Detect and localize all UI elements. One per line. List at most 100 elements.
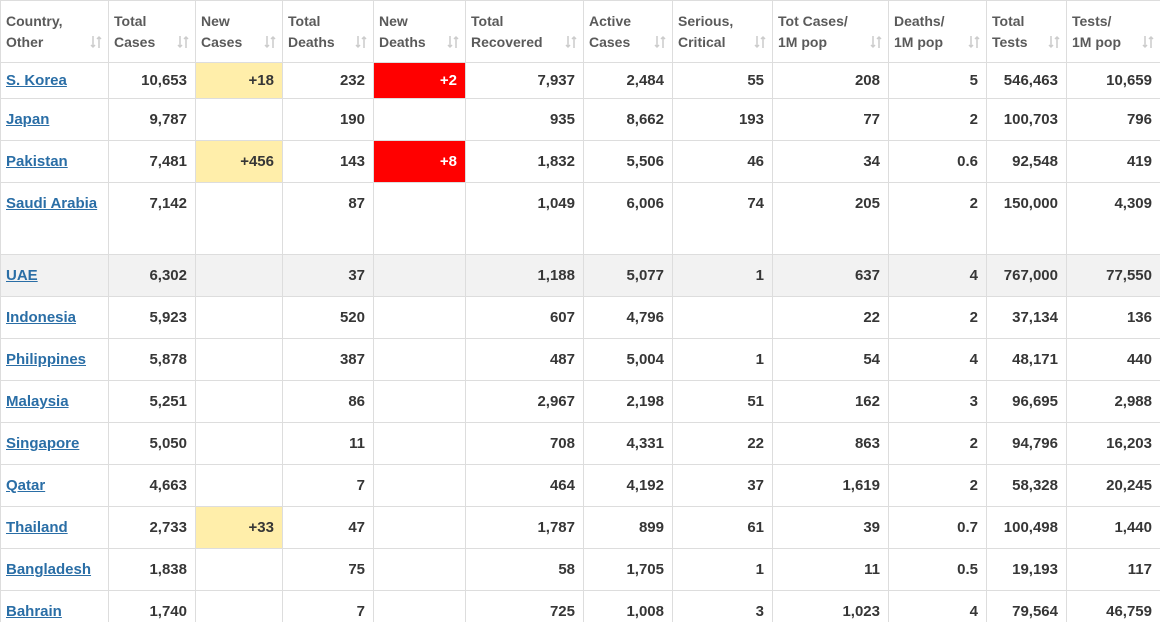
sort-icon[interactable]: [177, 35, 189, 49]
sort-icon[interactable]: [264, 35, 276, 49]
country-link[interactable]: UAE: [6, 267, 38, 284]
column-header[interactable]: Tot Cases/1M pop: [772, 0, 889, 63]
country-link[interactable]: Japan: [6, 111, 50, 128]
header-text: Tot Cases/: [778, 12, 848, 29]
country-link[interactable]: Singapore: [6, 435, 80, 452]
table-row: Malaysia 5,251 86 2,967 2,198 51 162 3 96,695 2,9…: [0, 380, 1160, 423]
table-row: Saudi Arabia 7,142 87 1,049 6,006 74 205 2 150,0…: [0, 182, 1160, 255]
cell: [672, 296, 773, 339]
cell: 0.6: [888, 140, 987, 183]
table-row: Bangladesh 1,838 75 58 1,705 1 11 0.5 19,193 117: [0, 548, 1160, 591]
header-text: New: [201, 12, 230, 29]
column-header[interactable]: Active Cases: [583, 0, 673, 63]
country-link[interactable]: Bangladesh: [6, 561, 92, 578]
header-text: Total: [471, 12, 504, 29]
cell: +18: [195, 62, 283, 99]
header-text: Tests/: [1072, 12, 1112, 29]
sort-icon[interactable]: [565, 35, 577, 49]
cell: 100,703: [986, 98, 1067, 141]
cell: 637: [772, 254, 889, 297]
cell: 419: [1066, 140, 1160, 183]
column-header[interactable]: Total Cases: [108, 0, 196, 63]
country-link[interactable]: Pakistan: [6, 153, 68, 170]
cell: 8,662: [583, 98, 673, 141]
column-header[interactable]: Total Tests: [986, 0, 1067, 63]
column-header[interactable]: Serious, Critical: [672, 0, 773, 63]
header-text: Cases: [114, 33, 156, 50]
sort-icon[interactable]: [654, 35, 666, 49]
cell: 79,564: [986, 590, 1067, 622]
cell: [373, 548, 466, 591]
country-link[interactable]: S. Korea: [6, 72, 67, 89]
cell: S. Korea: [0, 62, 109, 99]
table-row: UAE 6,302 37 1,188 5,077 1 637 4 767,000 77,550: [0, 254, 1160, 297]
cell: 3: [672, 590, 773, 622]
header-text: Deaths: [288, 33, 335, 50]
column-header[interactable]: Total Recovered: [465, 0, 584, 63]
header-text: Total: [114, 12, 147, 29]
cell: 1,188: [465, 254, 584, 297]
country-link[interactable]: Thailand: [6, 519, 68, 536]
cell: 387: [282, 338, 374, 381]
header-text: 1M pop: [778, 33, 827, 50]
cell: [195, 182, 283, 255]
country-link[interactable]: Philippines: [6, 351, 87, 368]
cell: 193: [672, 98, 773, 141]
sort-icon[interactable]: [1048, 35, 1060, 49]
header-text: 1M pop: [1072, 33, 1121, 50]
cell: 863: [772, 422, 889, 465]
cell: 796: [1066, 98, 1160, 141]
header-text: Active: [589, 12, 632, 29]
cell: 1,619: [772, 464, 889, 507]
country-link[interactable]: Saudi Arabia: [6, 195, 98, 212]
cell: 11: [282, 422, 374, 465]
cell: 75: [282, 548, 374, 591]
header-row: Country, Other Total Cases New Cases Total Deat…: [0, 0, 1160, 63]
column-header[interactable]: Deaths/1M pop: [888, 0, 987, 63]
column-header[interactable]: Total Deaths: [282, 0, 374, 63]
cell: 1,832: [465, 140, 584, 183]
cell: Philippines: [0, 338, 109, 381]
cell: 86: [282, 380, 374, 423]
cell: 150,000: [986, 182, 1067, 255]
cell: +8: [373, 140, 466, 183]
sort-icon[interactable]: [355, 35, 367, 49]
cell: 1,049: [465, 182, 584, 255]
cell: Indonesia: [0, 296, 109, 339]
sort-icon[interactable]: [754, 35, 766, 49]
cell: 2: [888, 98, 987, 141]
sort-icon[interactable]: [90, 35, 102, 49]
header-text: Cases: [201, 33, 243, 50]
header-text: Tests: [992, 33, 1028, 50]
cell: 6,302: [108, 254, 196, 297]
country-link[interactable]: Indonesia: [6, 309, 77, 326]
cell: 55: [672, 62, 773, 99]
header-text: Cases: [589, 33, 631, 50]
column-header[interactable]: New Cases: [195, 0, 283, 63]
cell: 4,663: [108, 464, 196, 507]
sort-icon[interactable]: [968, 35, 980, 49]
cell: 0.7: [888, 506, 987, 549]
cell: 19,193: [986, 548, 1067, 591]
sort-icon[interactable]: [870, 35, 882, 49]
cell: 61: [672, 506, 773, 549]
cell: 77: [772, 98, 889, 141]
cell: 3: [888, 380, 987, 423]
cell: 487: [465, 338, 584, 381]
cell: 54: [772, 338, 889, 381]
cell: 46: [672, 140, 773, 183]
country-link[interactable]: Qatar: [6, 477, 46, 494]
cell: 205: [772, 182, 889, 255]
column-header[interactable]: Tests/1M pop: [1066, 0, 1160, 63]
country-link[interactable]: Malaysia: [6, 393, 69, 410]
table-row: Indonesia 5,923 520 607 4,796 22 2 37,134 136: [0, 296, 1160, 339]
cell: [195, 254, 283, 297]
country-link[interactable]: Bahrain: [6, 603, 62, 620]
sort-icon[interactable]: [1142, 35, 1154, 49]
column-header[interactable]: New Deaths: [373, 0, 466, 63]
cell: 708: [465, 422, 584, 465]
cell: 1: [672, 254, 773, 297]
column-header[interactable]: Country, Other: [0, 0, 109, 63]
sort-icon[interactable]: [447, 35, 459, 49]
